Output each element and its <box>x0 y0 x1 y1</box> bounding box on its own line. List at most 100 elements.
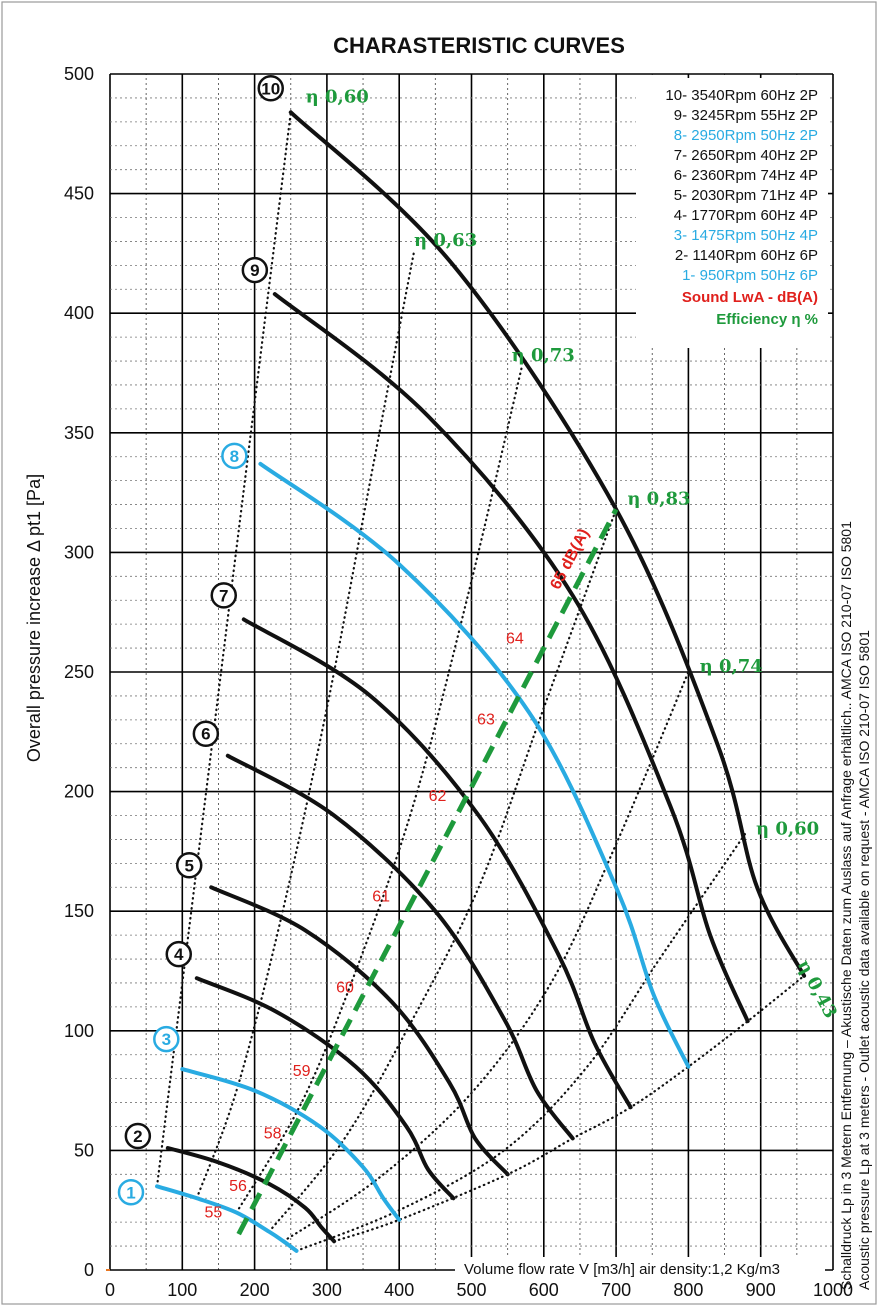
curve-marker-label: 4 <box>174 945 184 964</box>
curve-marker-label: 6 <box>201 725 210 744</box>
efficiency-label: η 0,60 <box>306 87 369 108</box>
y-tick-label: 400 <box>64 303 94 323</box>
x-tick-label: 200 <box>240 1280 270 1300</box>
sound-level-label: 58 <box>264 1125 282 1142</box>
sound-level-label: 62 <box>429 788 447 805</box>
fan-curve-4 <box>194 976 456 1201</box>
sound-level-label: 59 <box>293 1063 311 1080</box>
efficiency-line <box>333 974 806 1243</box>
y-tick-label: 0 <box>84 1260 94 1280</box>
efficiency-label: η 0,83 <box>627 489 690 510</box>
side-note-german: Schalldruck Lp in 3 Metern Entfernung – … <box>838 521 854 1290</box>
curve-marker-label: 3 <box>162 1030 171 1049</box>
legend-box <box>636 78 828 348</box>
curve-marker-circle <box>210 582 238 609</box>
curve-marker-8: 8 <box>221 442 248 470</box>
fan-curve-5 <box>209 885 510 1177</box>
efficiency-label: η 0,63 <box>414 230 477 251</box>
curve-marker-label: 1 <box>126 1183 135 1202</box>
curve-marker-6: 6 <box>192 720 220 747</box>
fan-curve-6 <box>225 753 575 1141</box>
curve-marker-label: 9 <box>250 261 259 280</box>
curve-marker-label: 8 <box>230 447 239 466</box>
legend-entry: Sound LwA - dB(A) <box>682 289 818 306</box>
curve-marker-label: 2 <box>133 1127 142 1146</box>
x-tick-label: 1000 <box>813 1280 853 1300</box>
fan-curve-7 <box>241 617 633 1110</box>
y-tick-label: 450 <box>64 184 94 204</box>
curve-marker-label: 5 <box>184 856 193 875</box>
curve-marker-circle <box>221 442 248 470</box>
curve-marker-label: 7 <box>219 586 228 605</box>
fan-curve-8 <box>258 461 691 1069</box>
legend-entry: 1- 950Rpm 50Hz 6P <box>682 267 818 284</box>
xlabel-box <box>455 1257 825 1279</box>
fan-curve-2 <box>165 1146 337 1244</box>
efficiency-label: η 0,73 <box>512 345 575 366</box>
legend-entry: 9- 3245Rpm 55Hz 2P <box>674 107 818 124</box>
curve-marker-7: 7 <box>210 582 238 609</box>
legend-entry: 7- 2650Rpm 40Hz 2P <box>674 147 818 164</box>
x-tick-label: 100 <box>167 1280 197 1300</box>
y-tick-label: 350 <box>64 423 94 443</box>
curve-marker-label: 10 <box>261 79 280 98</box>
x-tick-label: 500 <box>456 1280 486 1300</box>
efficiency-line <box>155 111 292 1188</box>
x-tick-label: 700 <box>601 1280 631 1300</box>
curve-marker-circle <box>241 256 269 284</box>
legend-entry: 4- 1770Rpm 60Hz 4P <box>674 207 818 224</box>
sound-level-label: 55 <box>204 1204 222 1221</box>
curve-marker-1: 1 <box>117 1179 145 1206</box>
y-tick-label: 500 <box>64 64 94 84</box>
sound-level-label: 64 <box>506 630 524 647</box>
curve-marker-5: 5 <box>175 852 203 879</box>
x-tick-label: 300 <box>312 1280 342 1300</box>
x-tick-label: 0 <box>105 1280 115 1300</box>
y-tick-label: 200 <box>64 782 94 802</box>
sound-level-label: 63 <box>477 712 495 729</box>
efficiency-label: η 0,60 <box>756 819 819 840</box>
legend-entry: 3- 1475Rpm 50Hz 4P <box>674 227 818 244</box>
efficiency-line <box>235 364 524 1214</box>
curve-marker-circle <box>117 1179 145 1206</box>
fan-curve-1 <box>155 1184 299 1253</box>
curve-marker-10: 10 <box>257 75 284 102</box>
axis-ticks: 0 100 200 300 400 500 600 700 800 900 100005010015… <box>64 64 853 1300</box>
curve-marker-circle <box>175 852 203 879</box>
curve-marker-circle <box>165 940 193 968</box>
fan-curve-3 <box>180 1067 402 1222</box>
sound-level-label: 61 <box>372 889 390 906</box>
y-tick-label: 300 <box>64 542 94 562</box>
fan-curve-9 <box>272 292 750 1024</box>
legend-entry: 6- 2360Rpm 74Hz 4P <box>674 167 818 184</box>
efficiency-label: η 0,74 <box>700 656 763 677</box>
side-note-english: Acoustic pressure Lp at 3 meters - Outle… <box>856 630 872 1290</box>
legend-entry: Efficiency η % <box>716 311 818 328</box>
x-tick-label: 400 <box>384 1280 414 1300</box>
x-tick-label: 600 <box>529 1280 559 1300</box>
sound-level-label: 56 <box>229 1178 247 1195</box>
y-axis-label: Overall pressure increase Δ pt1 [Pa] <box>24 474 44 762</box>
sound-level-label: 60 <box>336 980 354 997</box>
x-axis-label: Volume flow rate V [m3/h] air density:1,… <box>464 1261 780 1278</box>
efficiency-line <box>195 252 415 1200</box>
legend-entry: 5- 2030Rpm 71Hz 4P <box>674 187 818 204</box>
curve-marker-circle <box>124 1122 152 1150</box>
y-tick-label: 150 <box>64 901 94 921</box>
sound-level-line <box>236 508 619 1236</box>
legend-entry: 2- 1140Rpm 60Hz 6P <box>675 247 818 264</box>
legend-entry: 10- 3540Rpm 60Hz 2P <box>665 87 818 104</box>
curve-marker-9: 9 <box>241 256 269 284</box>
curve-marker-2: 2 <box>124 1122 152 1150</box>
x-tick-label: 800 <box>673 1280 703 1300</box>
fan-curve-10 <box>288 110 807 978</box>
chart-title: CHARASTERISTIC CURVES <box>333 33 625 58</box>
curve-marker-circle <box>257 75 284 102</box>
curve-marker-circle <box>153 1025 180 1053</box>
y-tick-label: 100 <box>64 1021 94 1041</box>
x-tick-label: 900 <box>746 1280 776 1300</box>
y-tick-label: 50 <box>74 1140 94 1160</box>
curve-marker-3: 3 <box>153 1025 180 1053</box>
